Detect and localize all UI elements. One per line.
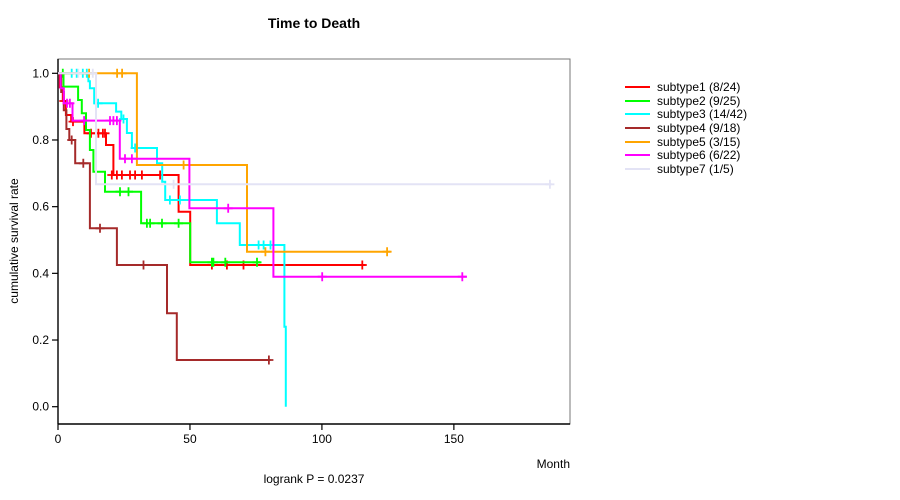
x-tick-label: 100 (312, 432, 332, 446)
legend-item-3: subtype3 (14/42) (625, 107, 747, 121)
legend-swatch (625, 140, 650, 143)
legend-label: subtype1 (8/24) (657, 79, 741, 94)
censor-marks-6 (62, 98, 467, 282)
y-tick-label: 0.8 (32, 133, 49, 147)
x-tick-label: 0 (55, 432, 62, 446)
censor-marks-5 (84, 68, 392, 257)
y-tick-label: 0.0 (32, 400, 49, 414)
legend-label: subtype4 (9/18) (657, 120, 741, 135)
x-tick-label: 50 (183, 432, 197, 446)
survival-curve-2 (58, 72, 261, 264)
legend-label: subtype6 (6/22) (657, 148, 741, 163)
legend-label: subtype5 (3/15) (657, 134, 741, 149)
legend-swatch (625, 99, 650, 102)
legend-swatch (625, 126, 650, 129)
legend-item-2: subtype2 (9/25) (625, 94, 747, 108)
legend-item-1: subtype1 (8/24) (625, 80, 747, 94)
plot-box (57, 58, 571, 425)
survival-curve-5 (58, 72, 391, 253)
legend-swatch (625, 85, 650, 88)
legend-label: subtype3 (14/42) (657, 107, 748, 122)
survival-curve-7 (58, 72, 552, 186)
y-axis-label: cumulative survival rate (7, 178, 21, 304)
page-title: Time to Death (267, 15, 361, 31)
y-tick-label: 0.6 (32, 200, 49, 214)
x-axis-label: Month (536, 457, 570, 471)
legend-item-6: subtype6 (6/22) (625, 148, 747, 162)
y-tick-label: 0.2 (32, 333, 49, 347)
legend-swatch (625, 154, 650, 157)
legend: subtype1 (8/24) subtype2 (9/25) subtype3 (… (625, 80, 747, 176)
survival-curve-1 (58, 72, 366, 266)
survival-curve-3 (58, 72, 287, 407)
legend-item-4: subtype4 (9/18) (625, 121, 747, 135)
legend-swatch (625, 113, 650, 116)
logrank-p-value: logrank P = 0.0237 (263, 472, 365, 486)
legend-label: subtype2 (9/25) (657, 93, 741, 108)
legend-label: subtype7 (1/5) (657, 161, 734, 176)
legend-item-7: subtype7 (1/5) (625, 162, 747, 176)
survival-curve-4 (58, 72, 271, 361)
censor-marks-7 (73, 68, 555, 189)
censor-marks-2 (58, 68, 262, 267)
censor-marks-4 (67, 135, 274, 365)
y-tick-label: 1.0 (32, 66, 49, 80)
legend-item-5: subtype5 (3/15) (625, 135, 747, 149)
x-tick-label: 150 (444, 432, 464, 446)
y-tick-label: 0.4 (32, 266, 49, 280)
legend-swatch (625, 167, 650, 170)
